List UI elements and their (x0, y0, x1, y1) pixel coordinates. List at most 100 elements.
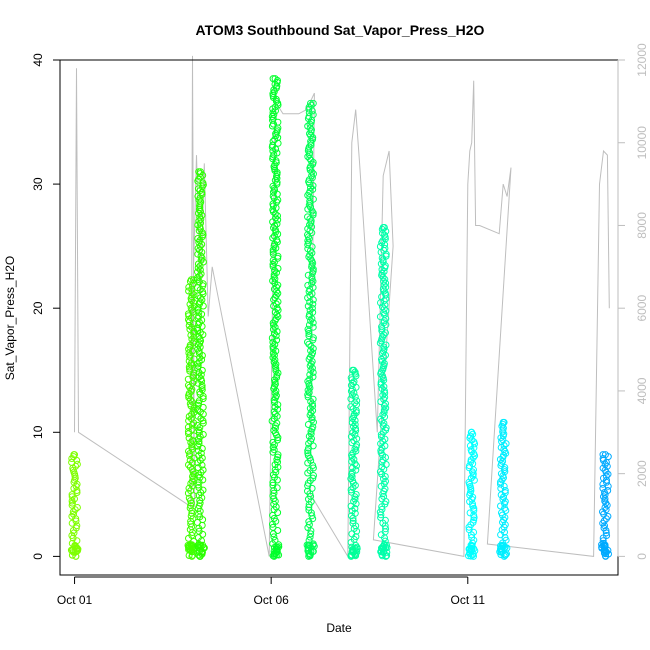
data-point (347, 374, 355, 382)
data-point (272, 332, 280, 340)
data-point (196, 424, 204, 432)
data-point-peak (307, 99, 314, 107)
y-tick-label: 30 (31, 177, 45, 191)
data-point (348, 468, 356, 476)
data-point (382, 279, 390, 287)
data-point (273, 269, 280, 277)
data-point (352, 552, 360, 560)
data-point (467, 552, 475, 560)
x-tick-label: Oct 06 (253, 593, 289, 607)
data-point (382, 329, 389, 337)
data-point (185, 461, 192, 469)
data-point (304, 449, 312, 457)
data-point (194, 235, 202, 242)
data-point (199, 280, 207, 288)
data-point (307, 530, 315, 538)
data-point (501, 489, 509, 497)
data-point (68, 493, 76, 501)
data-point (305, 321, 313, 329)
data-point (197, 270, 205, 278)
data-point (197, 543, 205, 551)
data-point (306, 404, 314, 412)
data-point (306, 251, 314, 259)
data-point (304, 271, 312, 279)
point-cluster-0 (67, 451, 82, 560)
data-point (383, 548, 391, 556)
data-point (269, 260, 277, 268)
data-point (381, 442, 389, 450)
data-point (309, 349, 317, 357)
data-point (497, 491, 505, 499)
data-point (467, 456, 475, 464)
data-point (382, 283, 390, 291)
data-point (199, 431, 207, 438)
data-point (352, 425, 359, 432)
data-point (501, 498, 509, 505)
point-cluster-6 (376, 224, 391, 560)
data-point (185, 430, 192, 438)
data-point (270, 271, 278, 279)
data-point (274, 212, 281, 220)
data-point (303, 541, 311, 549)
data-point (187, 439, 195, 446)
data-point (198, 356, 206, 364)
data-point (269, 343, 277, 351)
y2-tick-label: 6000 (635, 295, 649, 322)
data-point (194, 435, 202, 443)
data-point (309, 111, 317, 119)
data-point (269, 234, 277, 242)
data-point (268, 334, 276, 342)
data-point (381, 244, 389, 252)
x-tick-label: Oct 11 (451, 593, 486, 607)
data-point (308, 364, 316, 372)
data-point (304, 452, 312, 460)
data-point (309, 182, 317, 190)
data-point (69, 508, 77, 516)
data-point (186, 545, 194, 553)
data-point (308, 512, 316, 520)
data-point (270, 533, 278, 541)
data-point (349, 519, 357, 527)
y2-tick-label: 8000 (635, 212, 649, 239)
y-tick-label: 0 (31, 553, 45, 560)
y-tick-label: 40 (31, 53, 45, 67)
data-point (269, 75, 277, 83)
data-point (268, 113, 276, 120)
data-point (184, 310, 192, 318)
data-point (468, 546, 476, 554)
data-point (309, 158, 317, 166)
data-point (381, 435, 389, 443)
data-point (306, 306, 314, 314)
data-point (273, 336, 281, 344)
data-point (185, 345, 193, 353)
data-point (190, 369, 198, 377)
data-point (304, 302, 312, 310)
data-point (308, 243, 316, 251)
data-point (271, 424, 279, 432)
data-point (381, 393, 389, 401)
data-point (348, 548, 356, 556)
data-point (599, 464, 607, 472)
data-point (349, 477, 357, 485)
data-point (470, 438, 478, 446)
y-tick-label: 10 (31, 425, 45, 439)
data-point (347, 551, 355, 559)
point-cluster-7 (465, 428, 479, 560)
data-point (274, 436, 281, 444)
data-point (193, 519, 201, 526)
data-point (377, 514, 385, 521)
data-point (194, 341, 202, 349)
data-point (304, 281, 312, 289)
data-point (305, 113, 313, 121)
data-point (305, 550, 313, 557)
data-point (195, 217, 203, 225)
y2-tick-label: 2000 (635, 460, 649, 487)
data-point (195, 440, 203, 448)
data-point (351, 495, 359, 503)
data-point (307, 492, 315, 500)
data-point (309, 402, 317, 410)
data-point (271, 222, 279, 230)
data-point (307, 430, 315, 438)
data-point (382, 461, 390, 468)
